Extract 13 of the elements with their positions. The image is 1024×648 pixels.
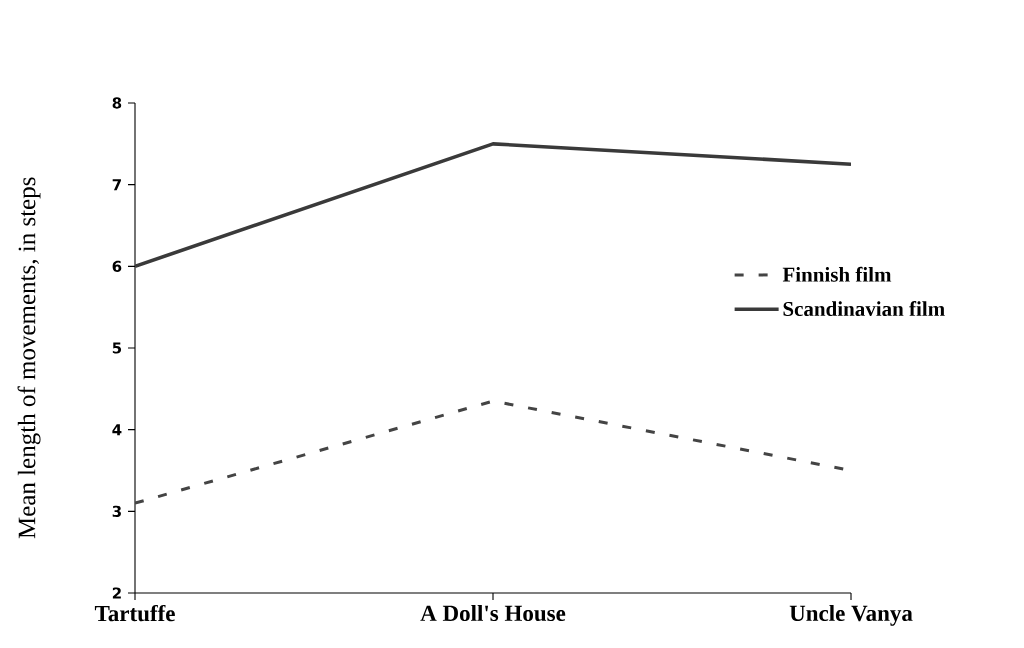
y-axis-title: Mean length of movements, in steps: [17, 177, 41, 539]
y-tick-label: 6: [112, 260, 122, 273]
y-tick-label: 5: [112, 342, 122, 354]
x-tick-label: Uncle Vanya: [789, 604, 913, 626]
y-tick-label: 2: [112, 587, 121, 599]
legend-label: Scandinavian film: [783, 301, 945, 317]
x-tick-label: Tartuffe: [94, 604, 175, 622]
x-tick-label: A Doll's House: [420, 604, 566, 622]
y-tick-label: 4: [112, 424, 122, 436]
legend-label: Finnish film: [782, 266, 892, 282]
y-tick-label: 3: [112, 505, 121, 518]
y-tick-label: 7: [112, 179, 121, 191]
y-tick-label: 8: [112, 97, 122, 109]
